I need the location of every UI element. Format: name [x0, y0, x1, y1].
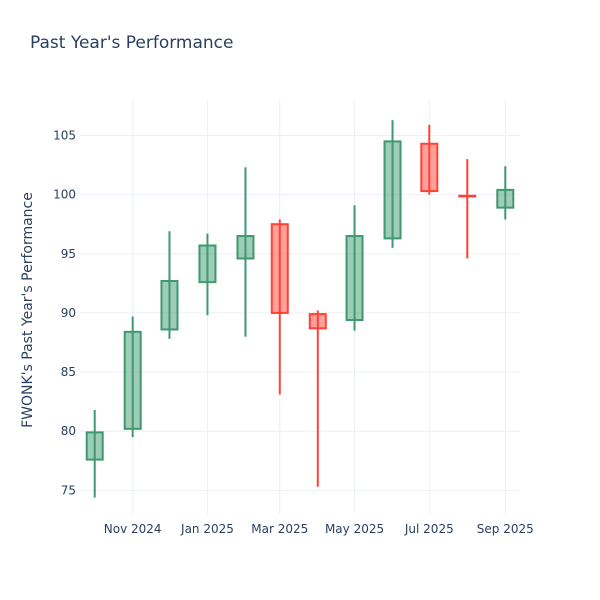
candle-body [198, 244, 217, 284]
candle-decreasing [270, 219, 289, 395]
candle-increasing [160, 231, 179, 339]
x-tick-label: May 2025 [325, 522, 384, 536]
candle-increasing [496, 166, 515, 220]
y-tick-label: 80 [61, 424, 76, 438]
candle-body [308, 313, 327, 330]
candle-body [236, 235, 255, 260]
candle-increasing [123, 316, 142, 438]
candle-body [458, 194, 477, 198]
candle-body [270, 223, 289, 314]
chart-title: Past Year's Performance [30, 33, 234, 53]
candle-body [123, 330, 142, 430]
candle-increasing [85, 409, 104, 498]
candle-body [345, 235, 364, 322]
candle-increasing [345, 205, 364, 331]
y-tick-label: 75 [61, 483, 76, 497]
candle-increasing [236, 167, 255, 337]
candle-body [420, 142, 439, 193]
candles [85, 120, 515, 498]
y-tick-label: 85 [61, 365, 76, 379]
candle-decreasing [308, 310, 327, 487]
x-tick-label: Sep 2025 [477, 522, 534, 536]
x-tick-label: Nov 2024 [104, 522, 162, 536]
y-tick-label: 90 [61, 306, 76, 320]
y-tick-label: 95 [61, 247, 76, 261]
candle-increasing [198, 233, 217, 316]
candle-body [160, 279, 179, 331]
candle-body [496, 188, 515, 209]
x-tick-label: Mar 2025 [251, 522, 308, 536]
candle-decreasing [420, 124, 439, 195]
y-tick-label: 105 [53, 128, 76, 142]
grid [80, 100, 520, 514]
candle-increasing [383, 120, 402, 248]
y-tick-label: 100 [53, 188, 76, 202]
axes: 75 80 85 90 95 100 105 Nov 2024 Jan 2025 Mar 2025… [53, 128, 534, 536]
candle-body [85, 431, 104, 461]
y-axis-label: FWONK's Past Year's Performance [20, 192, 36, 428]
x-tick-label: Jan 2025 [180, 522, 234, 536]
x-tick-label: Jul 2025 [404, 522, 454, 536]
candle-decreasing [458, 159, 477, 259]
candle-body [383, 140, 402, 240]
